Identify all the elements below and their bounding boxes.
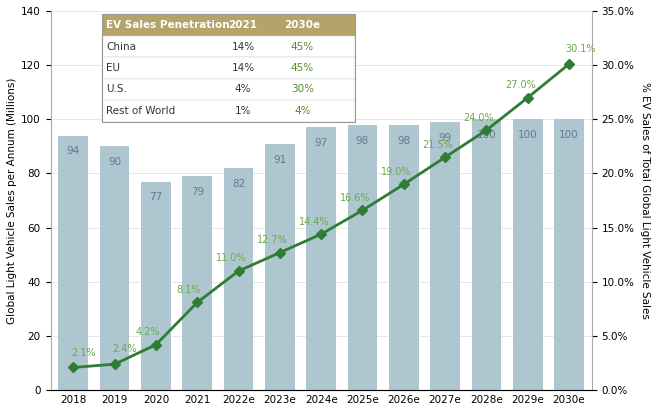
Text: U.S.: U.S. [106,84,127,94]
Bar [265,144,295,390]
Text: 4.2%: 4.2% [135,327,160,337]
Text: 4%: 4% [235,84,252,94]
Text: 97: 97 [315,138,328,148]
Text: 2.1%: 2.1% [71,348,96,358]
Text: 98: 98 [397,136,411,145]
Bar [141,182,171,390]
Text: 14.4%: 14.4% [298,217,329,227]
Y-axis label: Global Light Vehicle Sales per Annum (Millions): Global Light Vehicle Sales per Annum (Mi… [7,77,17,324]
Bar [348,125,377,390]
Bar [100,146,129,390]
Text: 12.7%: 12.7% [257,235,288,245]
Y-axis label: % EV Sales of Total Global Light Vehicle Sales: % EV Sales of Total Global Light Vehicle… [640,82,650,319]
Text: 100: 100 [518,130,537,140]
Text: 45%: 45% [290,63,314,73]
Text: 21.5%: 21.5% [422,140,453,150]
Bar [306,127,336,390]
Text: China: China [106,42,137,52]
Text: 24.0%: 24.0% [464,112,494,122]
Text: 19.0%: 19.0% [381,167,411,177]
Bar [223,168,254,390]
Text: 100: 100 [559,130,579,140]
Text: 77: 77 [149,192,162,202]
Text: 2.4%: 2.4% [112,344,137,354]
Bar [58,136,88,390]
Text: EV Sales Penetration: EV Sales Penetration [106,20,230,30]
Text: Rest of World: Rest of World [106,106,175,116]
Text: 14%: 14% [231,42,255,52]
Bar [555,119,584,390]
Text: 100: 100 [476,130,496,140]
Text: 99: 99 [438,133,452,143]
Bar [430,122,460,390]
Bar [513,119,543,390]
Text: 79: 79 [191,187,204,197]
Text: 98: 98 [356,136,369,145]
Text: 2021: 2021 [229,20,258,30]
Text: 2030e: 2030e [284,20,320,30]
Text: 1%: 1% [235,106,252,116]
Text: 91: 91 [273,154,286,164]
Text: 8.1%: 8.1% [177,285,201,295]
Bar [183,176,212,390]
Text: 94: 94 [66,146,80,157]
Text: 30%: 30% [290,84,314,94]
Bar [389,125,419,390]
Text: 11.0%: 11.0% [216,253,246,263]
Text: 30.1%: 30.1% [565,44,595,54]
Text: 4%: 4% [294,106,311,116]
Text: 90: 90 [108,157,121,167]
Text: 27.0%: 27.0% [505,80,535,90]
Text: 14%: 14% [231,63,255,73]
Text: 16.6%: 16.6% [340,193,371,203]
Text: 45%: 45% [290,42,314,52]
Text: 82: 82 [232,179,245,189]
Bar [472,119,501,390]
Text: EU: EU [106,63,120,73]
